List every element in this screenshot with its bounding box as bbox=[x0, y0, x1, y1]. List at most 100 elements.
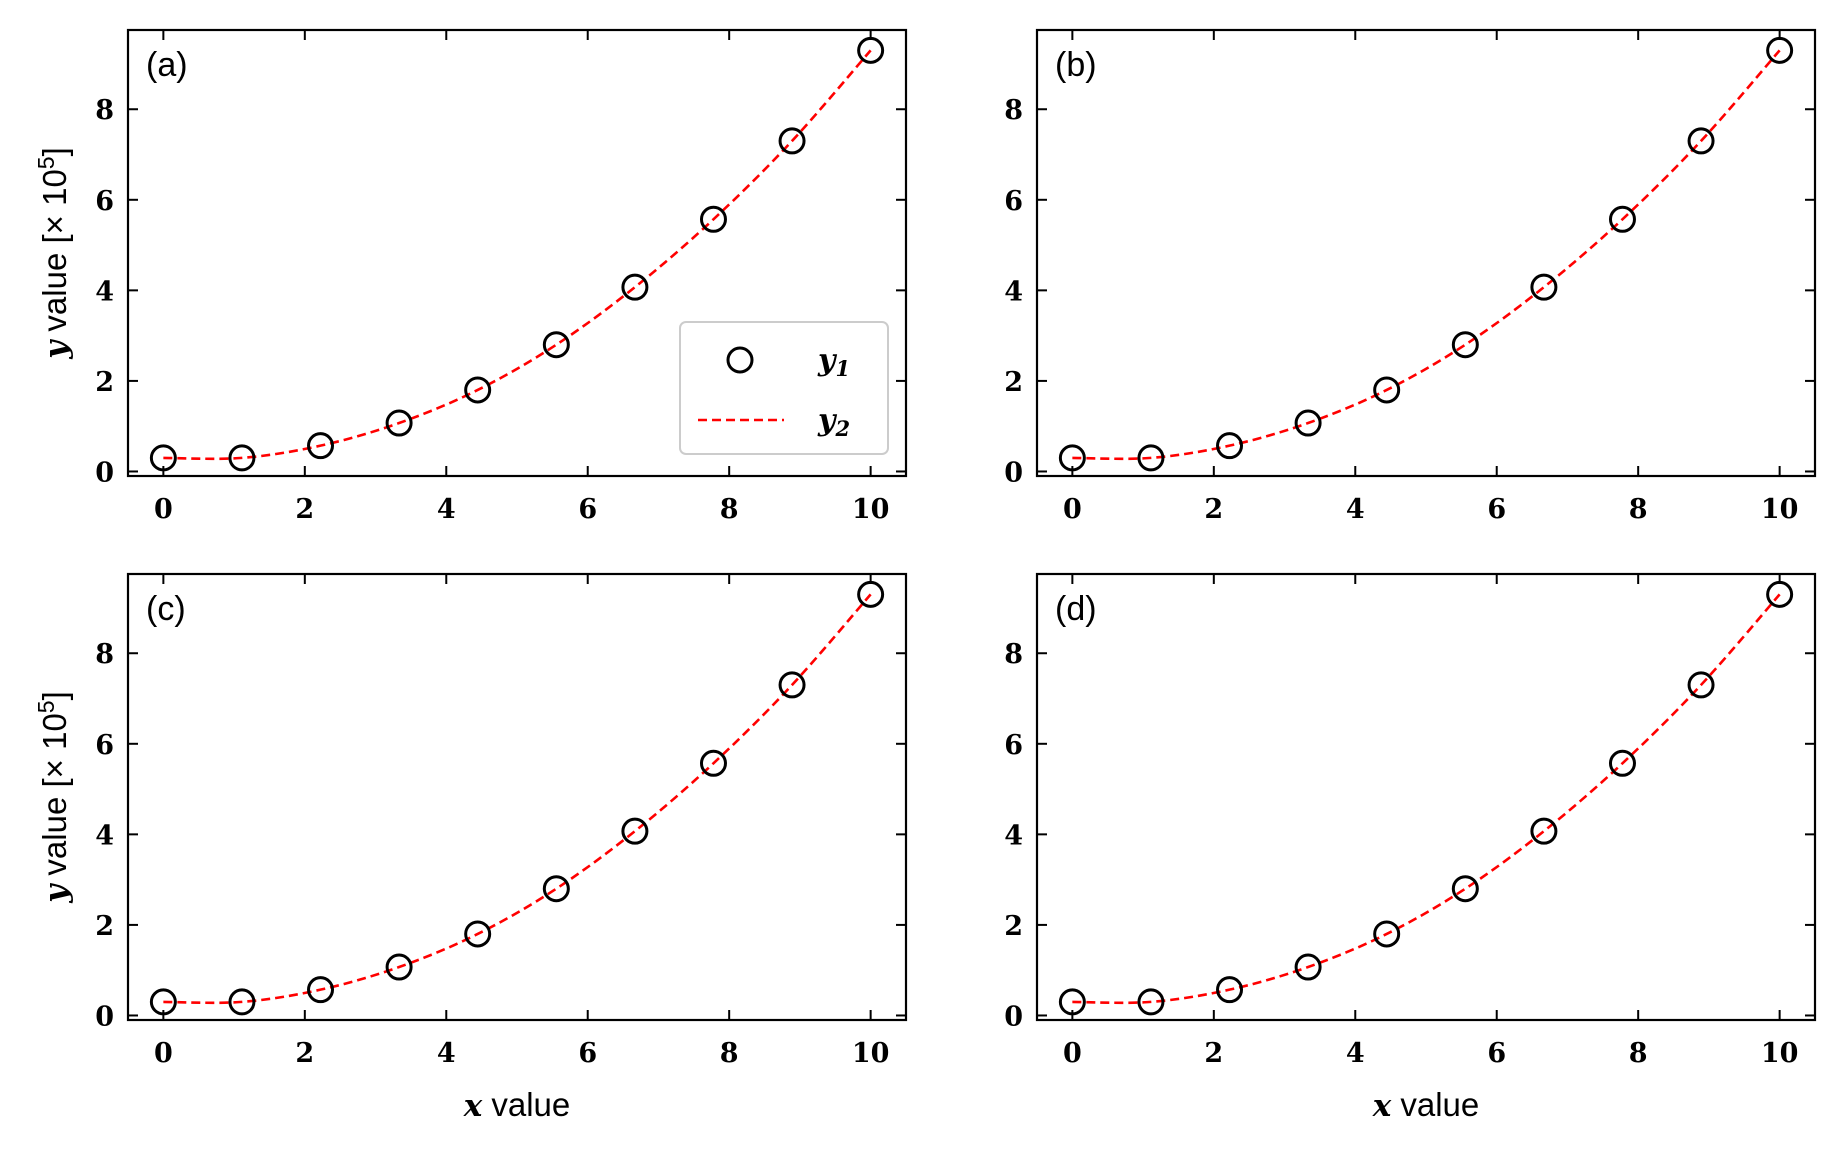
data-point-y1 bbox=[228, 444, 256, 472]
x-tick-label: 8 bbox=[720, 494, 739, 525]
data-point-y1 bbox=[464, 376, 492, 404]
data-point-y1 bbox=[857, 36, 885, 64]
x-tick-label: 4 bbox=[437, 1038, 456, 1069]
x-tick-label: 8 bbox=[1629, 494, 1648, 525]
plot-frame bbox=[126, 28, 908, 478]
y-tick-label: 6 bbox=[1004, 730, 1023, 761]
data-point-y1 bbox=[621, 817, 649, 845]
data-point-y1 bbox=[1137, 444, 1165, 472]
y-tick-label: 8 bbox=[1004, 639, 1023, 670]
x-tick-label: 4 bbox=[1346, 1038, 1365, 1069]
panel-label: (c) bbox=[146, 590, 186, 628]
y-tick-label: 4 bbox=[1004, 820, 1023, 851]
data-point-y1 bbox=[542, 875, 570, 903]
y-tick-label: 8 bbox=[95, 639, 114, 670]
data-point-y1 bbox=[149, 988, 177, 1016]
data-point-y1 bbox=[1687, 127, 1715, 155]
data-point-y1 bbox=[1294, 953, 1322, 981]
data-point-y1 bbox=[699, 749, 727, 777]
legend-marker-y1 bbox=[726, 346, 754, 374]
y-tick-label: 2 bbox=[1004, 911, 1023, 942]
x-tick-label: 6 bbox=[578, 1038, 597, 1069]
y-tick-label: 4 bbox=[1004, 276, 1023, 307]
y-tick-label: 8 bbox=[1004, 95, 1023, 126]
legend-label: y1 bbox=[817, 343, 850, 381]
data-point-y1 bbox=[307, 432, 335, 460]
data-point-y1 bbox=[1687, 671, 1715, 699]
x-tick-label: 4 bbox=[1346, 494, 1365, 525]
panel-label: (d) bbox=[1055, 590, 1097, 628]
x-tick-label: 0 bbox=[1063, 1038, 1082, 1069]
series-line-y2 bbox=[163, 49, 872, 461]
y-tick-label: 0 bbox=[95, 1001, 114, 1032]
x-tick-label: 4 bbox=[437, 494, 456, 525]
data-point-y1 bbox=[149, 444, 177, 472]
x-tick-label: 6 bbox=[1487, 1038, 1506, 1069]
data-point-y1 bbox=[778, 127, 806, 155]
x-tick-label: 10 bbox=[1761, 494, 1799, 525]
legend: y1 y2 bbox=[679, 321, 889, 455]
series-line-y2 bbox=[1072, 593, 1781, 1005]
x-tick-label: 8 bbox=[1629, 1038, 1648, 1069]
data-point-y1 bbox=[1058, 988, 1086, 1016]
data-point-y1 bbox=[1216, 432, 1244, 460]
chart-panel: 0 2 4 6 8 10 0 2 4 6 8 (b) bbox=[1004, 28, 1817, 525]
x-tick-label: 0 bbox=[1063, 494, 1082, 525]
data-point-y1 bbox=[307, 976, 335, 1004]
data-point-y1 bbox=[1373, 376, 1401, 404]
data-point-y1 bbox=[778, 671, 806, 699]
data-point-y1 bbox=[542, 331, 570, 359]
data-point-y1 bbox=[1451, 331, 1479, 359]
data-point-y1 bbox=[699, 205, 727, 233]
data-point-y1 bbox=[1216, 976, 1244, 1004]
x-tick-label: 8 bbox=[720, 1038, 739, 1069]
x-tick-label: 2 bbox=[295, 1038, 314, 1069]
x-tick-label: 0 bbox=[154, 494, 173, 525]
chart-panel: 0 2 4 6 8 10 0 2 4 6 8 (a) y value [× 105] y1 y2 bbox=[33, 28, 908, 525]
y-tick-label: 6 bbox=[95, 186, 114, 217]
data-point-y1 bbox=[1608, 205, 1636, 233]
y-tick-label: 0 bbox=[1004, 1001, 1023, 1032]
data-point-y1 bbox=[1058, 444, 1086, 472]
data-point-y1 bbox=[385, 953, 413, 981]
x-tick-label: 6 bbox=[578, 494, 597, 525]
y-tick-label: 4 bbox=[95, 276, 114, 307]
x-tick-label: 6 bbox=[1487, 494, 1506, 525]
data-point-y1 bbox=[464, 920, 492, 948]
x-tick-label: 10 bbox=[852, 1038, 890, 1069]
x-tick-label: 2 bbox=[295, 494, 314, 525]
x-axis-label: x value bbox=[463, 1086, 571, 1124]
panel-label: (b) bbox=[1055, 46, 1097, 84]
data-point-y1 bbox=[1608, 749, 1636, 777]
data-point-y1 bbox=[1766, 36, 1794, 64]
x-tick-label: 10 bbox=[852, 494, 890, 525]
y-tick-label: 2 bbox=[95, 911, 114, 942]
chart-panel: 0 2 4 6 8 10 0 2 4 6 8 (c) y value [× 105] x value bbox=[33, 572, 908, 1124]
data-point-y1 bbox=[1294, 409, 1322, 437]
y-tick-label: 4 bbox=[95, 820, 114, 851]
y-tick-label: 6 bbox=[1004, 186, 1023, 217]
data-point-y1 bbox=[1373, 920, 1401, 948]
y-axis-label: y value [× 105] bbox=[33, 691, 74, 904]
x-tick-label: 2 bbox=[1204, 1038, 1223, 1069]
y-axis-label: y value [× 105] bbox=[33, 147, 74, 360]
series-line-y2 bbox=[1072, 49, 1781, 461]
data-point-y1 bbox=[1451, 875, 1479, 903]
data-point-y1 bbox=[1137, 988, 1165, 1016]
x-axis-label: x value bbox=[1372, 1086, 1480, 1124]
y-tick-label: 8 bbox=[95, 95, 114, 126]
data-point-y1 bbox=[857, 580, 885, 608]
plot-frame bbox=[126, 572, 908, 1022]
data-point-y1 bbox=[621, 273, 649, 301]
panel-label: (a) bbox=[146, 46, 188, 84]
y-tick-label: 2 bbox=[95, 367, 114, 398]
data-point-y1 bbox=[385, 409, 413, 437]
x-tick-label: 0 bbox=[154, 1038, 173, 1069]
y-tick-label: 0 bbox=[1004, 457, 1023, 488]
plot-frame bbox=[1035, 572, 1817, 1022]
x-tick-label: 2 bbox=[1204, 494, 1223, 525]
series-line-y2 bbox=[163, 593, 872, 1005]
y-tick-label: 2 bbox=[1004, 367, 1023, 398]
chart-panel: 0 2 4 6 8 10 0 2 4 6 8 (d) x value bbox=[1004, 572, 1817, 1124]
